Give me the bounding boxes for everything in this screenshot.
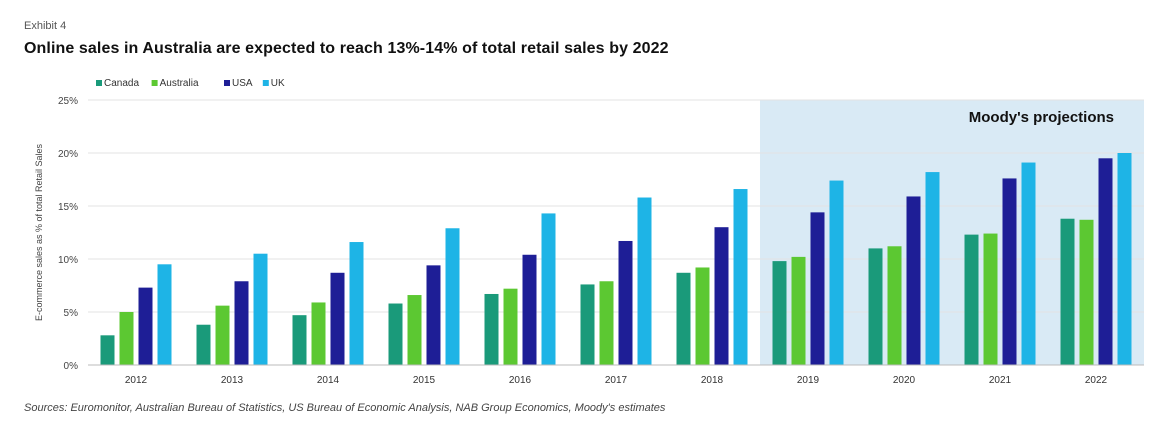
x-tick-label: 2018 — [701, 375, 724, 386]
x-tick-label: 2015 — [413, 375, 436, 386]
bar-canada-2017 — [580, 284, 595, 365]
bar-uk-2014 — [349, 242, 364, 365]
bar-australia-2016 — [503, 288, 518, 365]
bar-usa-2012 — [138, 287, 153, 365]
x-tick-label: 2022 — [1085, 375, 1108, 386]
projection-label: Moody's projections — [969, 109, 1114, 126]
bar-usa-2014 — [330, 272, 345, 365]
y-axis-title: E-commerce sales as % of total Retail Sa… — [34, 143, 44, 321]
bar-canada-2015 — [388, 303, 403, 365]
x-tick-label: 2013 — [221, 375, 244, 386]
bar-canada-2020 — [868, 248, 883, 365]
bar-canada-2014 — [292, 315, 307, 365]
bar-uk-2015 — [445, 228, 460, 365]
legend-swatch-uk — [262, 80, 269, 86]
legend-swatch-canada — [96, 80, 102, 86]
y-tick-label: 20% — [58, 149, 78, 160]
x-tick-label: 2017 — [605, 375, 628, 386]
y-tick-label: 25% — [58, 96, 78, 107]
x-tick-label: 2014 — [317, 375, 340, 386]
bar-australia-2018 — [695, 267, 710, 365]
y-tick-label: 15% — [58, 202, 78, 213]
bar-uk-2019 — [829, 180, 844, 365]
legend-label-usa: USA — [232, 78, 253, 89]
bar-australia-2015 — [407, 295, 422, 365]
bar-uk-2012 — [157, 264, 172, 365]
bar-usa-2013 — [234, 281, 249, 365]
bar-canada-2013 — [196, 324, 211, 365]
bar-uk-2018 — [733, 189, 748, 365]
legend-label-australia: Australia — [160, 78, 199, 89]
bar-australia-2012 — [119, 312, 134, 365]
bar-uk-2016 — [541, 213, 556, 365]
legend-swatch-australia — [151, 80, 158, 86]
legend-label-canada: Canada — [104, 78, 139, 89]
legend-swatch-usa — [224, 80, 230, 86]
bar-canada-2021 — [964, 234, 979, 365]
bar-australia-2020 — [887, 246, 902, 365]
bar-usa-2019 — [810, 212, 825, 365]
x-tick-label: 2019 — [797, 375, 820, 386]
bar-uk-2017 — [637, 197, 652, 365]
y-tick-label: 0% — [64, 361, 79, 372]
bar-uk-2021 — [1021, 162, 1036, 365]
x-tick-label: 2016 — [509, 375, 532, 386]
x-tick-label: 2020 — [893, 375, 916, 386]
bar-australia-2014 — [311, 302, 326, 365]
bar-usa-2018 — [714, 227, 729, 365]
bar-canada-2022 — [1060, 218, 1075, 365]
y-tick-label: 5% — [64, 308, 79, 319]
bar-uk-2022 — [1117, 153, 1132, 365]
exhibit-label: Exhibit 4 — [24, 20, 67, 32]
bar-canada-2019 — [772, 261, 787, 365]
bar-australia-2017 — [599, 281, 614, 365]
bar-australia-2019 — [791, 256, 806, 365]
bar-uk-2013 — [253, 253, 268, 365]
bar-usa-2017 — [618, 240, 633, 365]
legend-label-uk: UK — [271, 78, 285, 89]
bar-australia-2022 — [1079, 219, 1094, 365]
x-tick-label: 2012 — [125, 375, 148, 386]
source-note: Sources: Euromonitor, Australian Bureau … — [24, 402, 666, 414]
bar-australia-2021 — [983, 233, 998, 365]
bar-usa-2020 — [906, 196, 921, 365]
bar-uk-2020 — [925, 172, 940, 365]
bar-usa-2021 — [1002, 178, 1017, 365]
bar-canada-2018 — [676, 272, 691, 365]
x-tick-label: 2021 — [989, 375, 1012, 386]
chart-title: Online sales in Australia are expected t… — [24, 40, 669, 57]
bar-usa-2016 — [522, 254, 537, 365]
bar-usa-2022 — [1098, 158, 1113, 365]
bar-australia-2013 — [215, 305, 230, 365]
chart: Moody's projections 0% 5% 10% 15% 20% 25% 2012 2… — [34, 78, 1144, 386]
bar-canada-2012 — [100, 335, 115, 365]
bar-canada-2016 — [484, 293, 499, 365]
y-tick-label: 10% — [58, 255, 78, 266]
bar-usa-2015 — [426, 265, 441, 365]
